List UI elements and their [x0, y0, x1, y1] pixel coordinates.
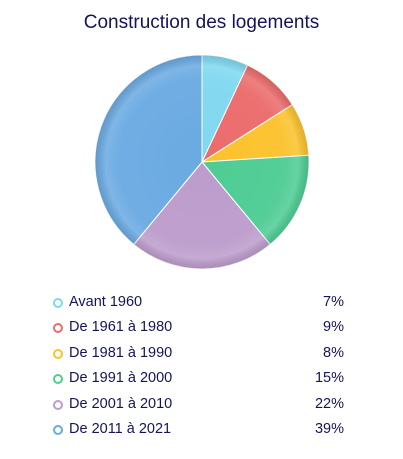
legend-item[interactable]: De 1961 à 1980 9% [53, 318, 344, 343]
pie-chart [94, 54, 310, 270]
legend-marker-icon [53, 374, 63, 385]
legend-item[interactable]: De 2011 à 2021 39% [53, 420, 344, 445]
legend-marker-icon [53, 323, 63, 334]
legend-marker-icon [53, 424, 63, 435]
legend-marker-icon [53, 399, 63, 410]
legend-item[interactable]: De 1991 à 2000 15% [53, 369, 344, 394]
legend-value: 9% [323, 319, 344, 336]
legend-value: 8% [323, 344, 344, 361]
legend-item[interactable]: De 1981 à 1990 8% [53, 344, 344, 369]
legend-marker-icon [53, 348, 63, 359]
legend-value: 7% [323, 294, 344, 310]
pie-slices [94, 54, 310, 270]
legend-label: Avant 1960 [69, 294, 143, 310]
legend-label: De 2001 à 2010 [69, 395, 173, 412]
legend-label: De 1991 à 2000 [69, 370, 173, 387]
legend: Avant 1960 7% De 1961 à 1980 9% De 1981 à 19… [53, 293, 344, 445]
legend-value: 22% [314, 395, 344, 412]
legend-label: De 1981 à 1990 [69, 344, 173, 361]
legend-value: 39% [314, 420, 344, 437]
legend-label: De 1961 à 1980 [69, 319, 173, 336]
chart-title: Construction des logements [83, 12, 320, 33]
legend-value: 15% [314, 370, 344, 387]
legend-item[interactable]: De 2001 à 2010 22% [53, 395, 344, 420]
legend-marker-icon [53, 298, 63, 308]
legend-item[interactable]: Avant 1960 7% [53, 293, 344, 318]
legend-label: De 2011 à 2021 [69, 420, 172, 437]
